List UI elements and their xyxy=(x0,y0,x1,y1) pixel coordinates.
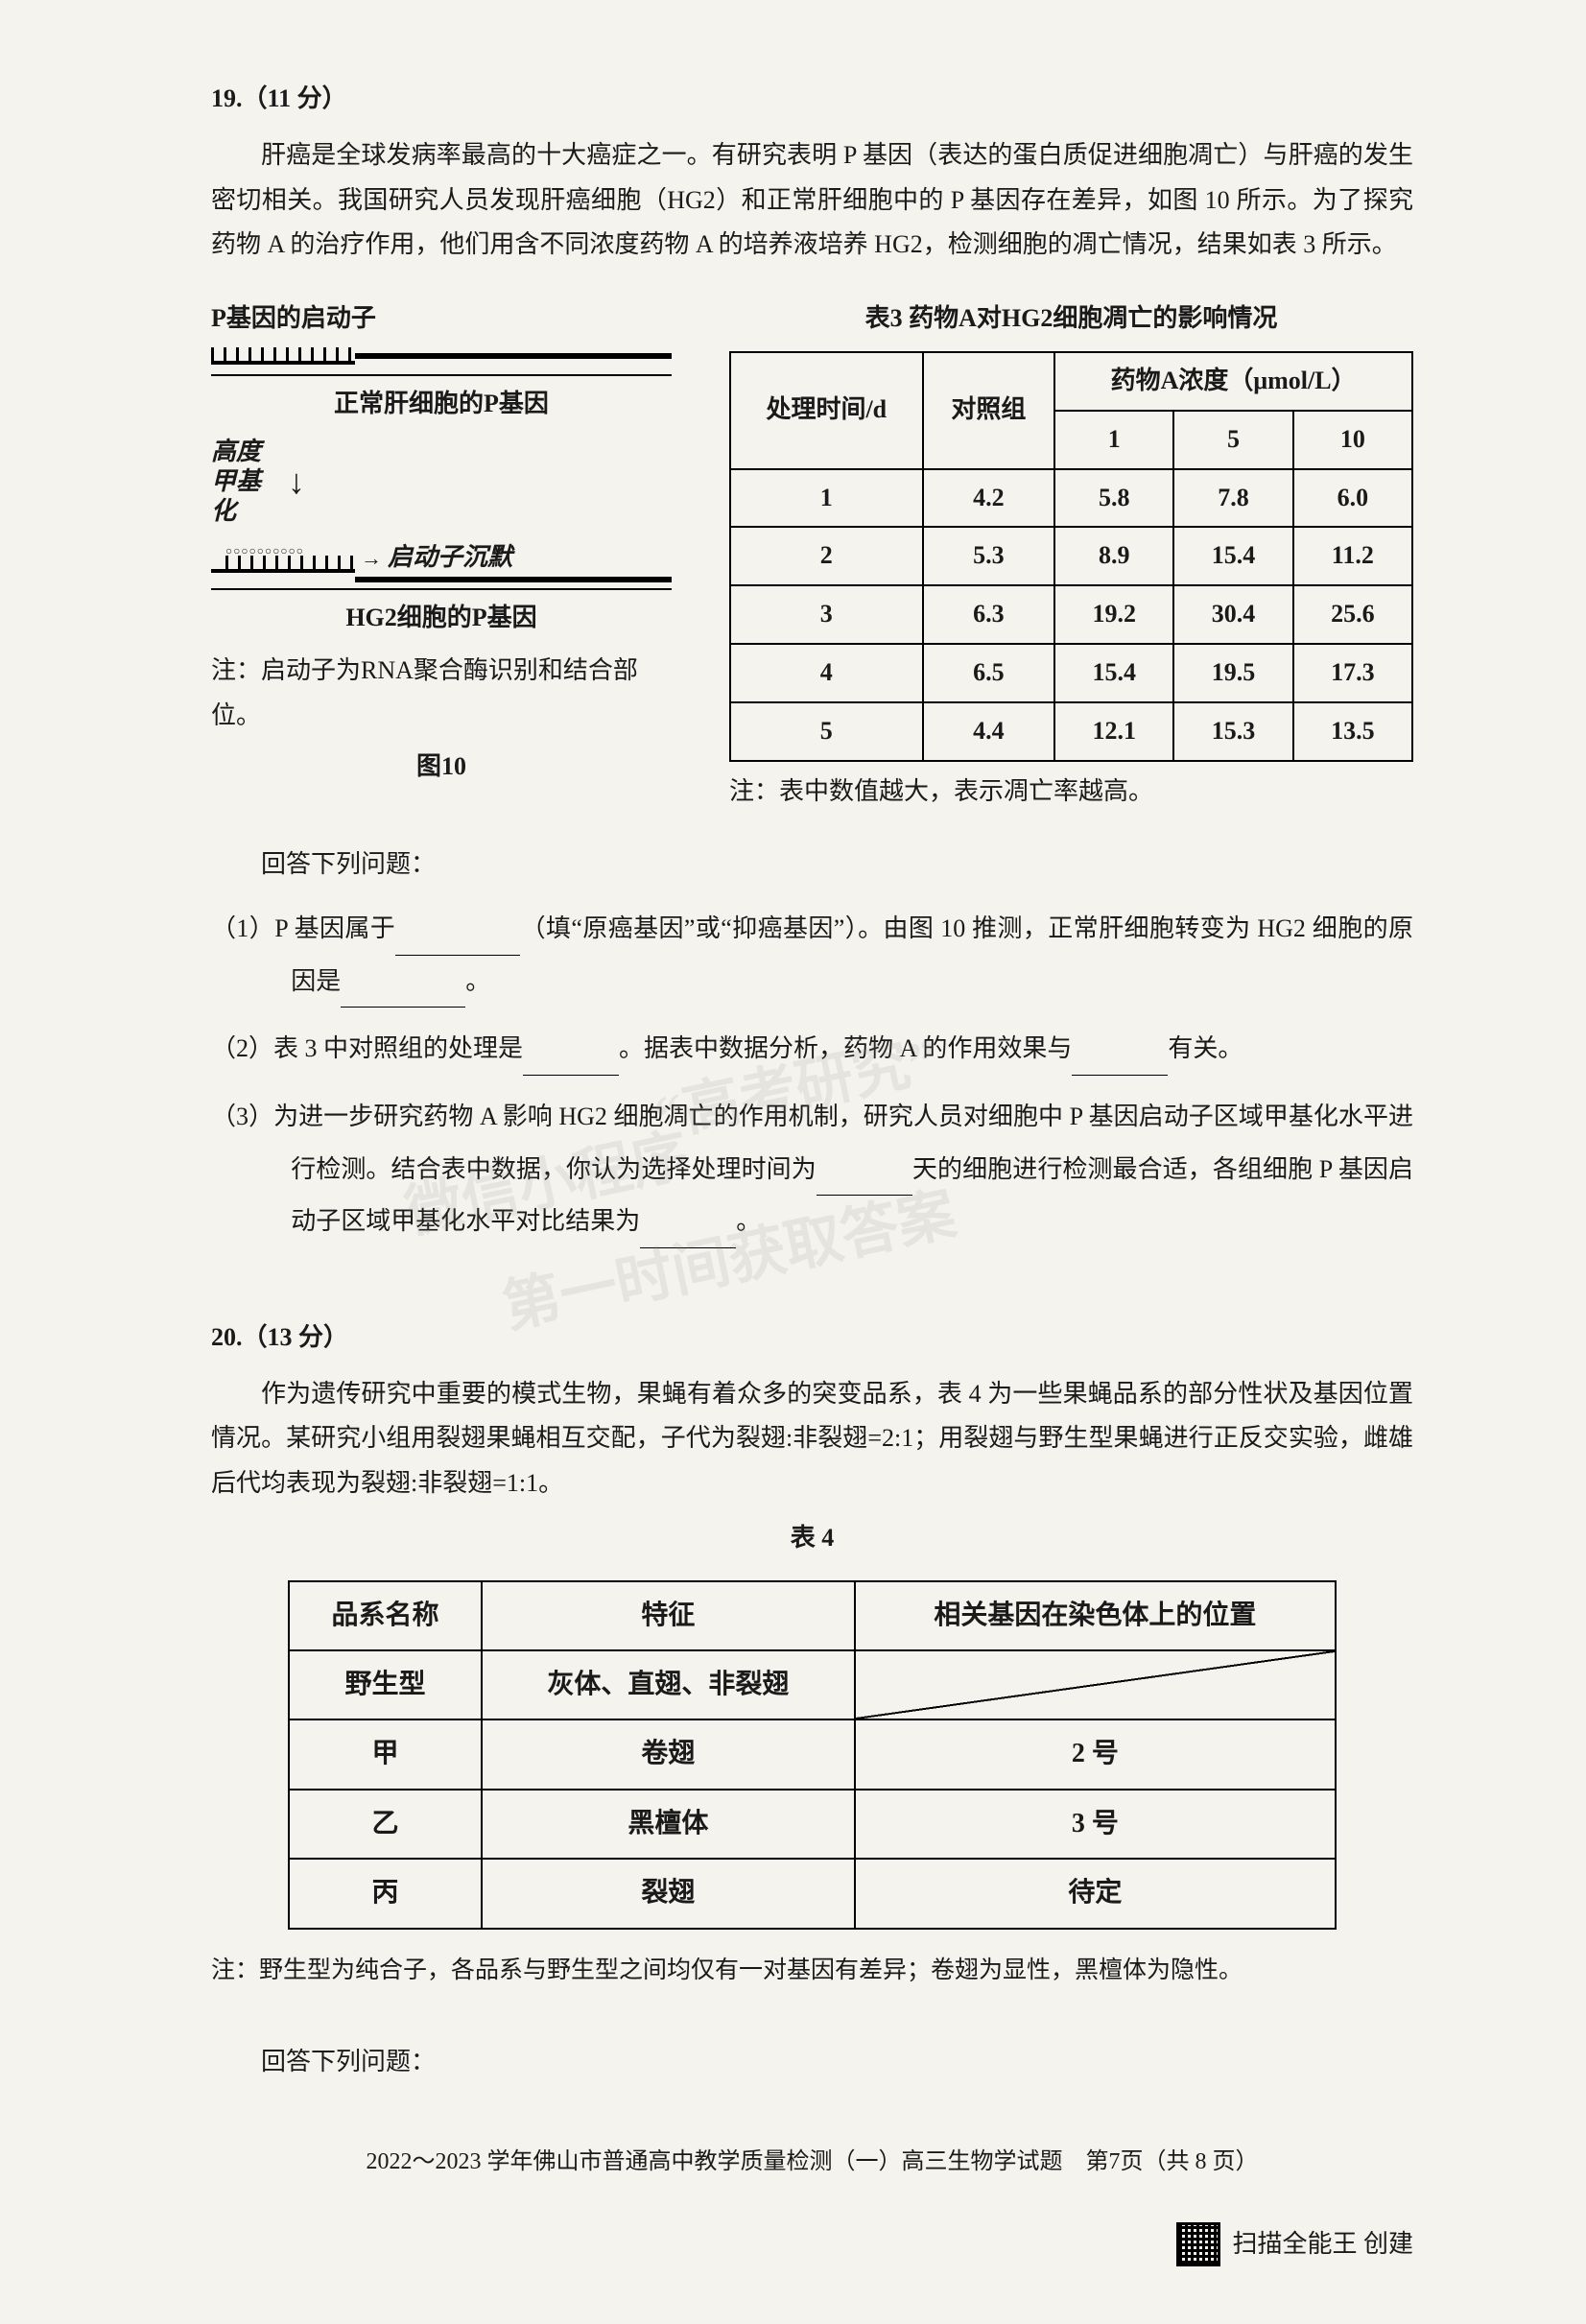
table-3-container: 表3 药物A对HG2细胞凋亡的影响情况 处理时间/d 对照组 药物A浓度（μmo… xyxy=(729,296,1413,814)
table-cell: 19.5 xyxy=(1173,644,1292,702)
table-cell: 19.2 xyxy=(1054,585,1173,644)
table-cell: 2 xyxy=(730,527,923,585)
figure-10: P基因的启动子 正常肝细胞的P基因 高度甲基化 ↓ ○○○○○○○○○○ → 启… xyxy=(211,296,672,789)
table3-caption: 表3 药物A对HG2细胞凋亡的影响情况 xyxy=(729,296,1413,342)
methylated-promoter-ticks: ○○○○○○○○○○ xyxy=(211,544,355,573)
table-cell: 3 xyxy=(730,585,923,644)
arrow-down-icon: ↓ xyxy=(288,464,305,499)
t3-conc-10: 10 xyxy=(1293,411,1412,469)
table-cell: 4 xyxy=(730,644,923,702)
table-cell: 乙 xyxy=(289,1790,482,1859)
hg2-gene-label: HG2细胞的P基因 xyxy=(211,596,672,641)
table-cell: 2 号 xyxy=(855,1719,1336,1789)
silence-label: 启动子沉默 xyxy=(388,535,512,581)
methyl-circles: ○○○○○○○○○○ xyxy=(225,542,304,563)
table-cell: 4.2 xyxy=(923,469,1055,528)
blank-field[interactable] xyxy=(523,1046,619,1076)
table-cell: 灰体、直翅、非裂翅 xyxy=(482,1650,855,1719)
silence-row: ○○○○○○○○○○ → 启动子沉默 xyxy=(211,535,672,581)
table-cell: 5.8 xyxy=(1054,469,1173,528)
table-cell: 4.4 xyxy=(923,702,1055,761)
t3-col-ctrl: 对照组 xyxy=(923,352,1055,469)
table3-note: 注：表中数值越大，表示凋亡率越高。 xyxy=(729,770,1413,815)
qr-code-icon xyxy=(1176,2222,1220,2266)
table-cell: 6.3 xyxy=(923,585,1055,644)
table-cell: 12.1 xyxy=(1054,702,1173,761)
table-cell: 待定 xyxy=(855,1859,1336,1928)
table-cell: 30.4 xyxy=(1173,585,1292,644)
sub3-text-c: 。 xyxy=(736,1207,761,1235)
table-cell: 卷翅 xyxy=(482,1719,855,1789)
question-19: 19.（11 分） 肝癌是全球发病率最高的十大癌症之一。有研究表明 P 基因（表… xyxy=(211,77,1413,1248)
q20-answer-prompt: 回答下列问题： xyxy=(211,2040,1413,2085)
figure-table-row: P基因的启动子 正常肝细胞的P基因 高度甲基化 ↓ ○○○○○○○○○○ → 启… xyxy=(211,296,1413,814)
figure-caption: 图10 xyxy=(211,745,672,790)
sub1-text-a: （1）P 基因属于 xyxy=(211,914,395,942)
q19-header: 19.（11 分） xyxy=(211,77,1413,122)
q19-sub2: （2）表 3 中对照组的处理是 。据表中数据分析，药物 A 的作用效果与 有关。 xyxy=(211,1023,1413,1076)
q19-paragraph: 肝癌是全球发病率最高的十大癌症之一。有研究表明 P 基因（表达的蛋白质促进细胞凋… xyxy=(211,133,1413,268)
table-cell: 6.0 xyxy=(1293,469,1412,528)
table-3: 处理时间/d 对照组 药物A浓度（μmol/L） 1 5 10 1 4.2 5.… xyxy=(729,351,1413,762)
table-cell: 5.3 xyxy=(923,527,1055,585)
table4-caption: 表 4 xyxy=(211,1516,1413,1561)
q19-sub1: （1）P 基因属于（填“原癌基因”或“抑癌基因”）。由图 10 推测，正常肝细胞… xyxy=(211,903,1413,1008)
sub2-text-c: 有关。 xyxy=(1168,1034,1243,1062)
blank-field[interactable] xyxy=(341,978,465,1008)
table-cell: 丙 xyxy=(289,1859,482,1928)
table-cell: 7.8 xyxy=(1173,469,1292,528)
scan-text: 扫描全能王 创建 xyxy=(1232,2222,1413,2267)
table-cell: 15.3 xyxy=(1173,702,1292,761)
gene-bar xyxy=(355,353,672,359)
blank-field[interactable] xyxy=(640,1219,736,1248)
arrow-right-icon: → xyxy=(361,539,382,578)
sub2-text-a: （2）表 3 中对照组的处理是 xyxy=(211,1034,523,1062)
t3-conc-1: 1 xyxy=(1054,411,1173,469)
table-4: 品系名称 特征 相关基因在染色体上的位置 野生型 灰体、直翅、非裂翅 甲 卷翅 … xyxy=(288,1580,1337,1930)
scan-footer: 扫描全能王 创建 xyxy=(211,2222,1413,2267)
page-footer: 2022～2023 学年佛山市普通高中教学质量检测（一）高三生物学试题 第7页（… xyxy=(211,2142,1413,2183)
q19-sub3: （3）为进一步研究药物 A 影响 HG2 细胞凋亡的作用机制，研究人员对细胞中 … xyxy=(211,1091,1413,1248)
table-cell: 5 xyxy=(730,702,923,761)
normal-gene-label: 正常肝细胞的P基因 xyxy=(211,382,672,427)
q20-header: 20.（13 分） xyxy=(211,1316,1413,1361)
normal-gene-diagram xyxy=(211,347,672,365)
sub1-text-c: 。 xyxy=(465,967,490,995)
t3-col-conc: 药物A浓度（μmol/L） xyxy=(1054,352,1412,411)
methylation-label: 高度甲基化 xyxy=(211,437,278,527)
t4-col3: 相关基因在染色体上的位置 xyxy=(855,1581,1336,1650)
answer-prompt: 回答下列问题： xyxy=(211,842,1413,888)
figure-note: 注：启动子为RNA聚合酶识别和结合部位。 xyxy=(211,649,672,739)
table-cell: 11.2 xyxy=(1293,527,1412,585)
question-20: 20.（13 分） 作为遗传研究中重要的模式生物，果蝇有着众多的突变品系，表 4… xyxy=(211,1316,1413,2085)
table-cell: 6.5 xyxy=(923,644,1055,702)
t3-conc-5: 5 xyxy=(1173,411,1292,469)
table-cell: 15.4 xyxy=(1173,527,1292,585)
table-cell: 野生型 xyxy=(289,1650,482,1719)
diagonal-cell xyxy=(855,1650,1336,1719)
table4-note: 注：野生型为纯合子，各品系与野生型之间均仅有一对基因有差异；卷翅为显性，黑檀体为… xyxy=(211,1949,1413,1992)
sub2-text-b: 。据表中数据分析，药物 A 的作用效果与 xyxy=(619,1034,1072,1062)
table-cell: 裂翅 xyxy=(482,1859,855,1928)
blank-field[interactable] xyxy=(817,1166,912,1196)
promoter-label: P基因的启动子 xyxy=(211,296,672,342)
methylation-arrow-row: 高度甲基化 ↓ xyxy=(211,437,672,527)
t4-col1: 品系名称 xyxy=(289,1581,482,1650)
table-cell: 8.9 xyxy=(1054,527,1173,585)
table-cell: 15.4 xyxy=(1054,644,1173,702)
table-cell: 3 号 xyxy=(855,1790,1336,1859)
hg2-gene-bar xyxy=(355,577,672,582)
t4-col2: 特征 xyxy=(482,1581,855,1650)
table-cell: 1 xyxy=(730,469,923,528)
q20-paragraph: 作为遗传研究中重要的模式生物，果蝇有着众多的突变品系，表 4 为一些果蝇品系的部… xyxy=(211,1372,1413,1506)
table-cell: 13.5 xyxy=(1293,702,1412,761)
blank-field[interactable] xyxy=(1072,1046,1168,1076)
table-cell: 17.3 xyxy=(1293,644,1412,702)
promoter-ticks xyxy=(211,347,355,365)
table-cell: 甲 xyxy=(289,1719,482,1789)
table-cell: 25.6 xyxy=(1293,585,1412,644)
table-cell: 黑檀体 xyxy=(482,1790,855,1859)
t3-col-time: 处理时间/d xyxy=(730,352,923,469)
blank-field[interactable] xyxy=(395,926,520,956)
